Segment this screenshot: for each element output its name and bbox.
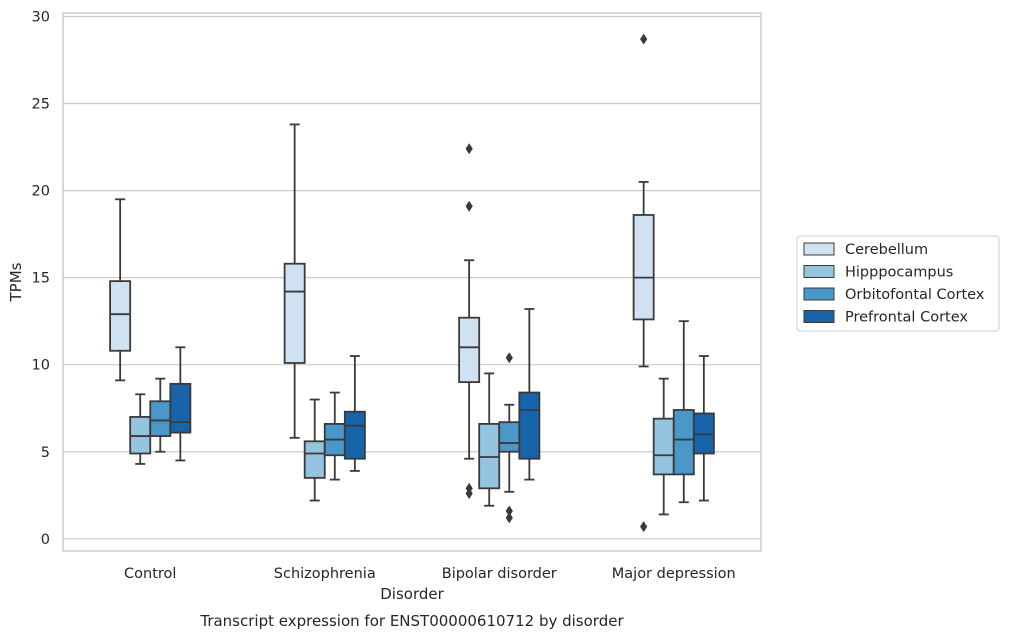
box-plot [343,355,366,472]
outlier-point [505,352,513,364]
box-plot [478,372,501,507]
box-plot [149,377,172,453]
x-tick-label: Schizophrenia [274,566,376,582]
box-iqr [343,410,366,460]
figure-caption: Transcript expression for ENST0000061071… [199,612,624,630]
box-iqr [652,417,675,476]
box-plot [518,308,541,481]
legend-entry-label: Prefrontal Cortex [845,310,968,326]
box-iqr [109,280,132,352]
y-tick-label: 20 [32,184,50,200]
legend-swatch [803,287,835,301]
x-tick-label: Major depression [612,566,736,582]
box-plot [652,377,675,516]
box-plot [692,355,715,502]
y-tick-label: 10 [32,358,50,374]
outlier-point [505,505,513,517]
x-tick-label: Control [124,566,176,582]
outlier-point [465,143,473,155]
box-iqr [498,421,521,453]
x-tick-label: Bipolar disorder [442,566,557,582]
legend-swatch [803,242,835,256]
y-tick-label: 5 [41,445,50,461]
box-iqr [458,316,481,384]
legend-entry-label: Orbitofontal Cortex [845,287,985,303]
outlier-point [465,200,473,212]
box-plot [303,398,326,502]
outlier-point [640,521,648,533]
box-plot [672,320,695,504]
legend-swatch [803,310,835,323]
box-iqr [149,400,172,437]
box-groups [109,33,715,533]
outlier-point [505,512,513,524]
y-axis-label: TPMs [7,262,25,302]
box-plot [632,33,655,533]
box-iqr [518,391,541,460]
box-iqr [632,214,655,321]
box-plot [498,352,521,524]
outlier-point [640,33,648,45]
box-iqr [283,262,306,364]
outlier-point [465,488,473,500]
y-axis-ticks: 0 5 10 15 20 25 30 [32,9,50,547]
box-iqr [672,409,695,476]
y-tick-label: 30 [32,9,50,25]
box-plot [283,123,306,439]
plot-area-frame [62,12,762,552]
x-axis-ticks: Control Schizophrenia Bipolar disorder Majo… [124,566,736,582]
box-iqr [169,382,192,434]
y-tick-label: 15 [32,271,50,287]
box-plot [169,346,192,462]
x-axis-label: Disorder [380,585,444,603]
box-plot [458,143,481,500]
box-iqr [303,440,326,479]
y-tick-label: 0 [41,532,50,548]
legend-swatch [803,265,835,278]
box-plot [109,198,132,382]
box-plot [129,393,152,465]
legend: Cerebellum Hipppocampus Orbitofontal Corte… [796,235,1000,332]
grid-lines [63,15,761,540]
legend-frame [796,235,1000,332]
legend-entry-label: Hipppocampus [845,265,953,281]
box-plot [323,391,346,481]
legend-entry-label: Cerebellum [845,242,928,258]
y-tick-label: 25 [32,97,50,113]
